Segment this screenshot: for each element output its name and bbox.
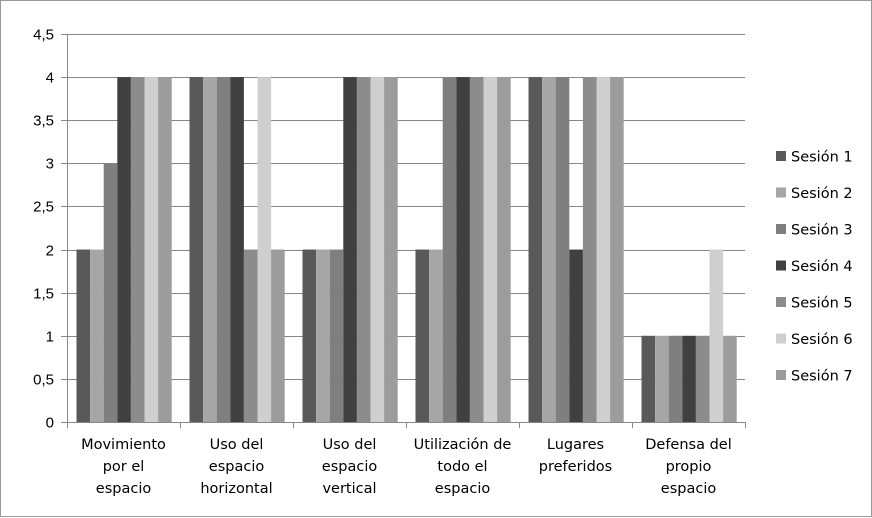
y-tick-label: 3,5 bbox=[33, 113, 54, 130]
bar-3-series-1 bbox=[302, 249, 317, 422]
y-tick-label: 4 bbox=[46, 70, 54, 87]
bar-4-series-6 bbox=[483, 77, 498, 422]
y-tick-label: 2 bbox=[46, 243, 54, 260]
x-category-label: Uso del bbox=[323, 437, 377, 453]
y-tick-label: 2,5 bbox=[33, 199, 54, 216]
bar-4-series-7 bbox=[497, 77, 511, 422]
bar-3-series-5 bbox=[356, 77, 371, 422]
legend-label-2: Sesión 2 bbox=[791, 186, 853, 202]
x-category-label: preferidos bbox=[539, 459, 612, 475]
bar-2-series-3 bbox=[216, 77, 231, 422]
legend-label-1: Sesión 1 bbox=[791, 150, 853, 166]
bar-1-series-2 bbox=[90, 249, 104, 422]
bar-3-series-2 bbox=[316, 249, 330, 422]
bar-1-series-3 bbox=[103, 163, 118, 423]
bar-1-series-4 bbox=[117, 77, 131, 422]
bar-3-series-7 bbox=[384, 77, 398, 422]
y-tick-label: 1,5 bbox=[33, 286, 54, 303]
bar-2-series-6 bbox=[257, 77, 272, 422]
x-category-label: espacio bbox=[661, 481, 717, 497]
x-category-label: por el bbox=[103, 459, 145, 475]
bar-5-series-3 bbox=[555, 77, 570, 422]
bar-1-series-1 bbox=[76, 249, 91, 422]
x-category-label: propio bbox=[666, 459, 712, 475]
y-tick-label: 1 bbox=[46, 329, 54, 346]
legend-label-4: Sesión 4 bbox=[791, 259, 853, 275]
x-category-label: todo el bbox=[437, 459, 487, 475]
y-tick-label: 4,5 bbox=[33, 27, 54, 44]
x-category-label: espacio bbox=[322, 459, 378, 475]
x-category-label: espacio bbox=[209, 459, 265, 475]
x-category-label: horizontal bbox=[200, 481, 272, 497]
bar-3-series-4 bbox=[343, 77, 357, 422]
legend-swatch-3 bbox=[776, 224, 786, 234]
x-category-label: Utilización de bbox=[414, 437, 512, 453]
x-category-label: Uso del bbox=[210, 437, 264, 453]
bar-1-series-7 bbox=[158, 77, 172, 422]
bar-6-series-6 bbox=[709, 249, 724, 422]
bar-2-series-5 bbox=[243, 249, 258, 422]
legend-label-3: Sesión 3 bbox=[791, 223, 853, 239]
bar-2-series-2 bbox=[203, 77, 217, 422]
legend-label-5: Sesión 5 bbox=[791, 296, 853, 312]
bar-2-series-1 bbox=[189, 77, 204, 422]
bar-2-series-7 bbox=[271, 249, 285, 422]
legend-swatch-4 bbox=[776, 260, 786, 271]
x-category-label: Movimiento bbox=[81, 437, 166, 453]
bar-3-series-6 bbox=[370, 77, 385, 422]
legend-swatch-5 bbox=[776, 297, 786, 307]
x-category-label: Defensa del bbox=[645, 437, 732, 453]
bar-5-series-7 bbox=[610, 77, 624, 422]
bar-5-series-2 bbox=[542, 77, 556, 422]
x-category-label: espacio bbox=[435, 481, 491, 497]
bar-5-series-6 bbox=[596, 77, 611, 422]
bar-4-series-1 bbox=[415, 249, 430, 422]
legend-label-6: Sesión 6 bbox=[791, 332, 853, 348]
bar-5-series-5 bbox=[582, 77, 597, 422]
bar-1-series-5 bbox=[130, 77, 145, 422]
legend-label-7: Sesión 7 bbox=[791, 369, 853, 385]
bar-6-series-7 bbox=[723, 335, 737, 422]
bar-5-series-1 bbox=[528, 77, 543, 422]
x-category-label: vertical bbox=[322, 481, 376, 497]
bar-1-series-6 bbox=[144, 77, 159, 422]
bar-6-series-3 bbox=[668, 335, 683, 422]
bar-4-series-4 bbox=[456, 77, 470, 422]
bar-4-series-5 bbox=[469, 77, 484, 422]
bar-6-series-4 bbox=[682, 335, 696, 422]
bar-2-series-4 bbox=[230, 77, 244, 422]
legend-swatch-1 bbox=[776, 151, 786, 161]
bar-6-series-5 bbox=[695, 335, 710, 422]
y-tick-label: 0 bbox=[46, 415, 54, 432]
legend-swatch-2 bbox=[776, 187, 786, 198]
bar-6-series-2 bbox=[655, 335, 669, 422]
x-category-label: espacio bbox=[96, 481, 152, 497]
x-category-label: Lugares bbox=[547, 437, 604, 453]
y-tick-label: 3 bbox=[46, 156, 54, 173]
y-tick-label: 0,5 bbox=[33, 372, 54, 389]
bar-4-series-3 bbox=[442, 77, 457, 422]
bar-3-series-3 bbox=[329, 249, 344, 422]
bar-6-series-1 bbox=[641, 335, 656, 422]
bar-5-series-4 bbox=[569, 249, 583, 422]
legend-swatch-7 bbox=[776, 370, 786, 380]
bar-4-series-2 bbox=[429, 249, 443, 422]
legend-swatch-6 bbox=[776, 333, 786, 344]
